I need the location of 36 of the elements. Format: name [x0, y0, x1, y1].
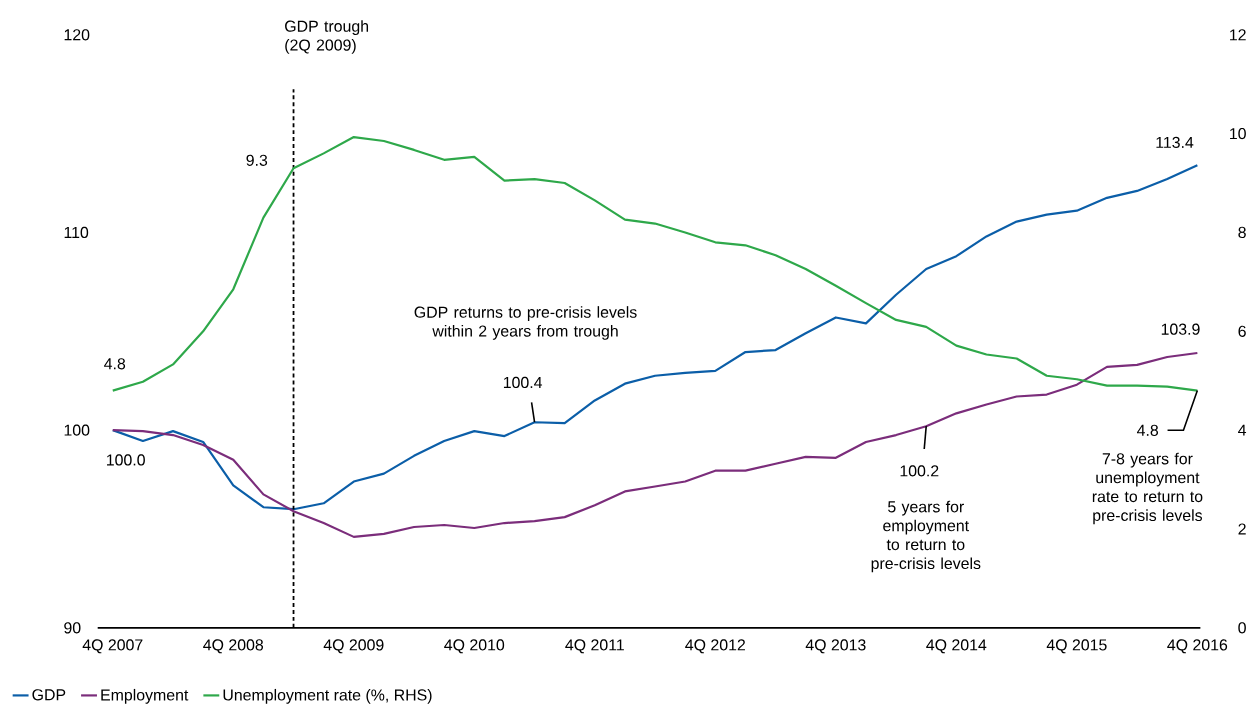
data-label: 4.8 [104, 358, 126, 370]
x-tick-label: 4Q 2016 [1167, 639, 1228, 654]
legend-label: Employment [101, 688, 189, 704]
y2-tick-label: 12 [1230, 29, 1246, 41]
data-label: 100.4 [503, 376, 543, 388]
x-tick-label: 4Q 2008 [203, 639, 264, 654]
annotation: GDP trough (2Q 2009) [285, 20, 369, 54]
y-tick-label: 110 [64, 226, 89, 238]
y2-tick-label: 10 [1230, 127, 1246, 140]
y-tick-label: 90 [64, 622, 81, 634]
x-tick-label: 4Q 2011 [565, 639, 624, 654]
y-tick-label: 120 [64, 29, 90, 41]
legend-label: Unemployment rate (%, RHS) [223, 688, 432, 704]
data-label: 103.9 [1161, 323, 1200, 335]
data-label: 100.2 [900, 465, 939, 477]
annotation: 7-8 years for unemployment rate to return to pre-crisis levels [1092, 452, 1203, 525]
x-tick-label: 4Q 2010 [444, 639, 505, 654]
annotation: GDP returns to pre-crisis levels within 2 years from trough [414, 306, 637, 340]
legend-label: GDP [32, 688, 66, 701]
y-tick-label: 100 [64, 424, 90, 436]
x-tick-label: 4Q 2013 [805, 639, 866, 654]
annotation: 5 years for employment to return to pre-crisis levels [871, 500, 981, 573]
x-tick-label: 4Q 2012 [685, 639, 745, 654]
x-tick-label: 4Q 2015 [1046, 639, 1107, 654]
y2-tick-label: 6 [1238, 325, 1246, 337]
y2-tick-label: 8 [1238, 226, 1246, 238]
x-tick-label: 4Q 2007 [82, 639, 143, 654]
data-label: 4.8 [1137, 424, 1159, 436]
x-tick-label: 4Q 2009 [323, 639, 384, 654]
data-label: 100.0 [107, 454, 145, 466]
y2-tick-label: 2 [1238, 523, 1246, 535]
y2-tick-label: 4 [1238, 424, 1247, 436]
x-tick-label: 4Q 2014 [926, 639, 987, 654]
data-label: 9.3 [246, 154, 268, 166]
data-label: 113.4 [1156, 136, 1194, 148]
y2-tick-label: 0 [1238, 622, 1246, 634]
